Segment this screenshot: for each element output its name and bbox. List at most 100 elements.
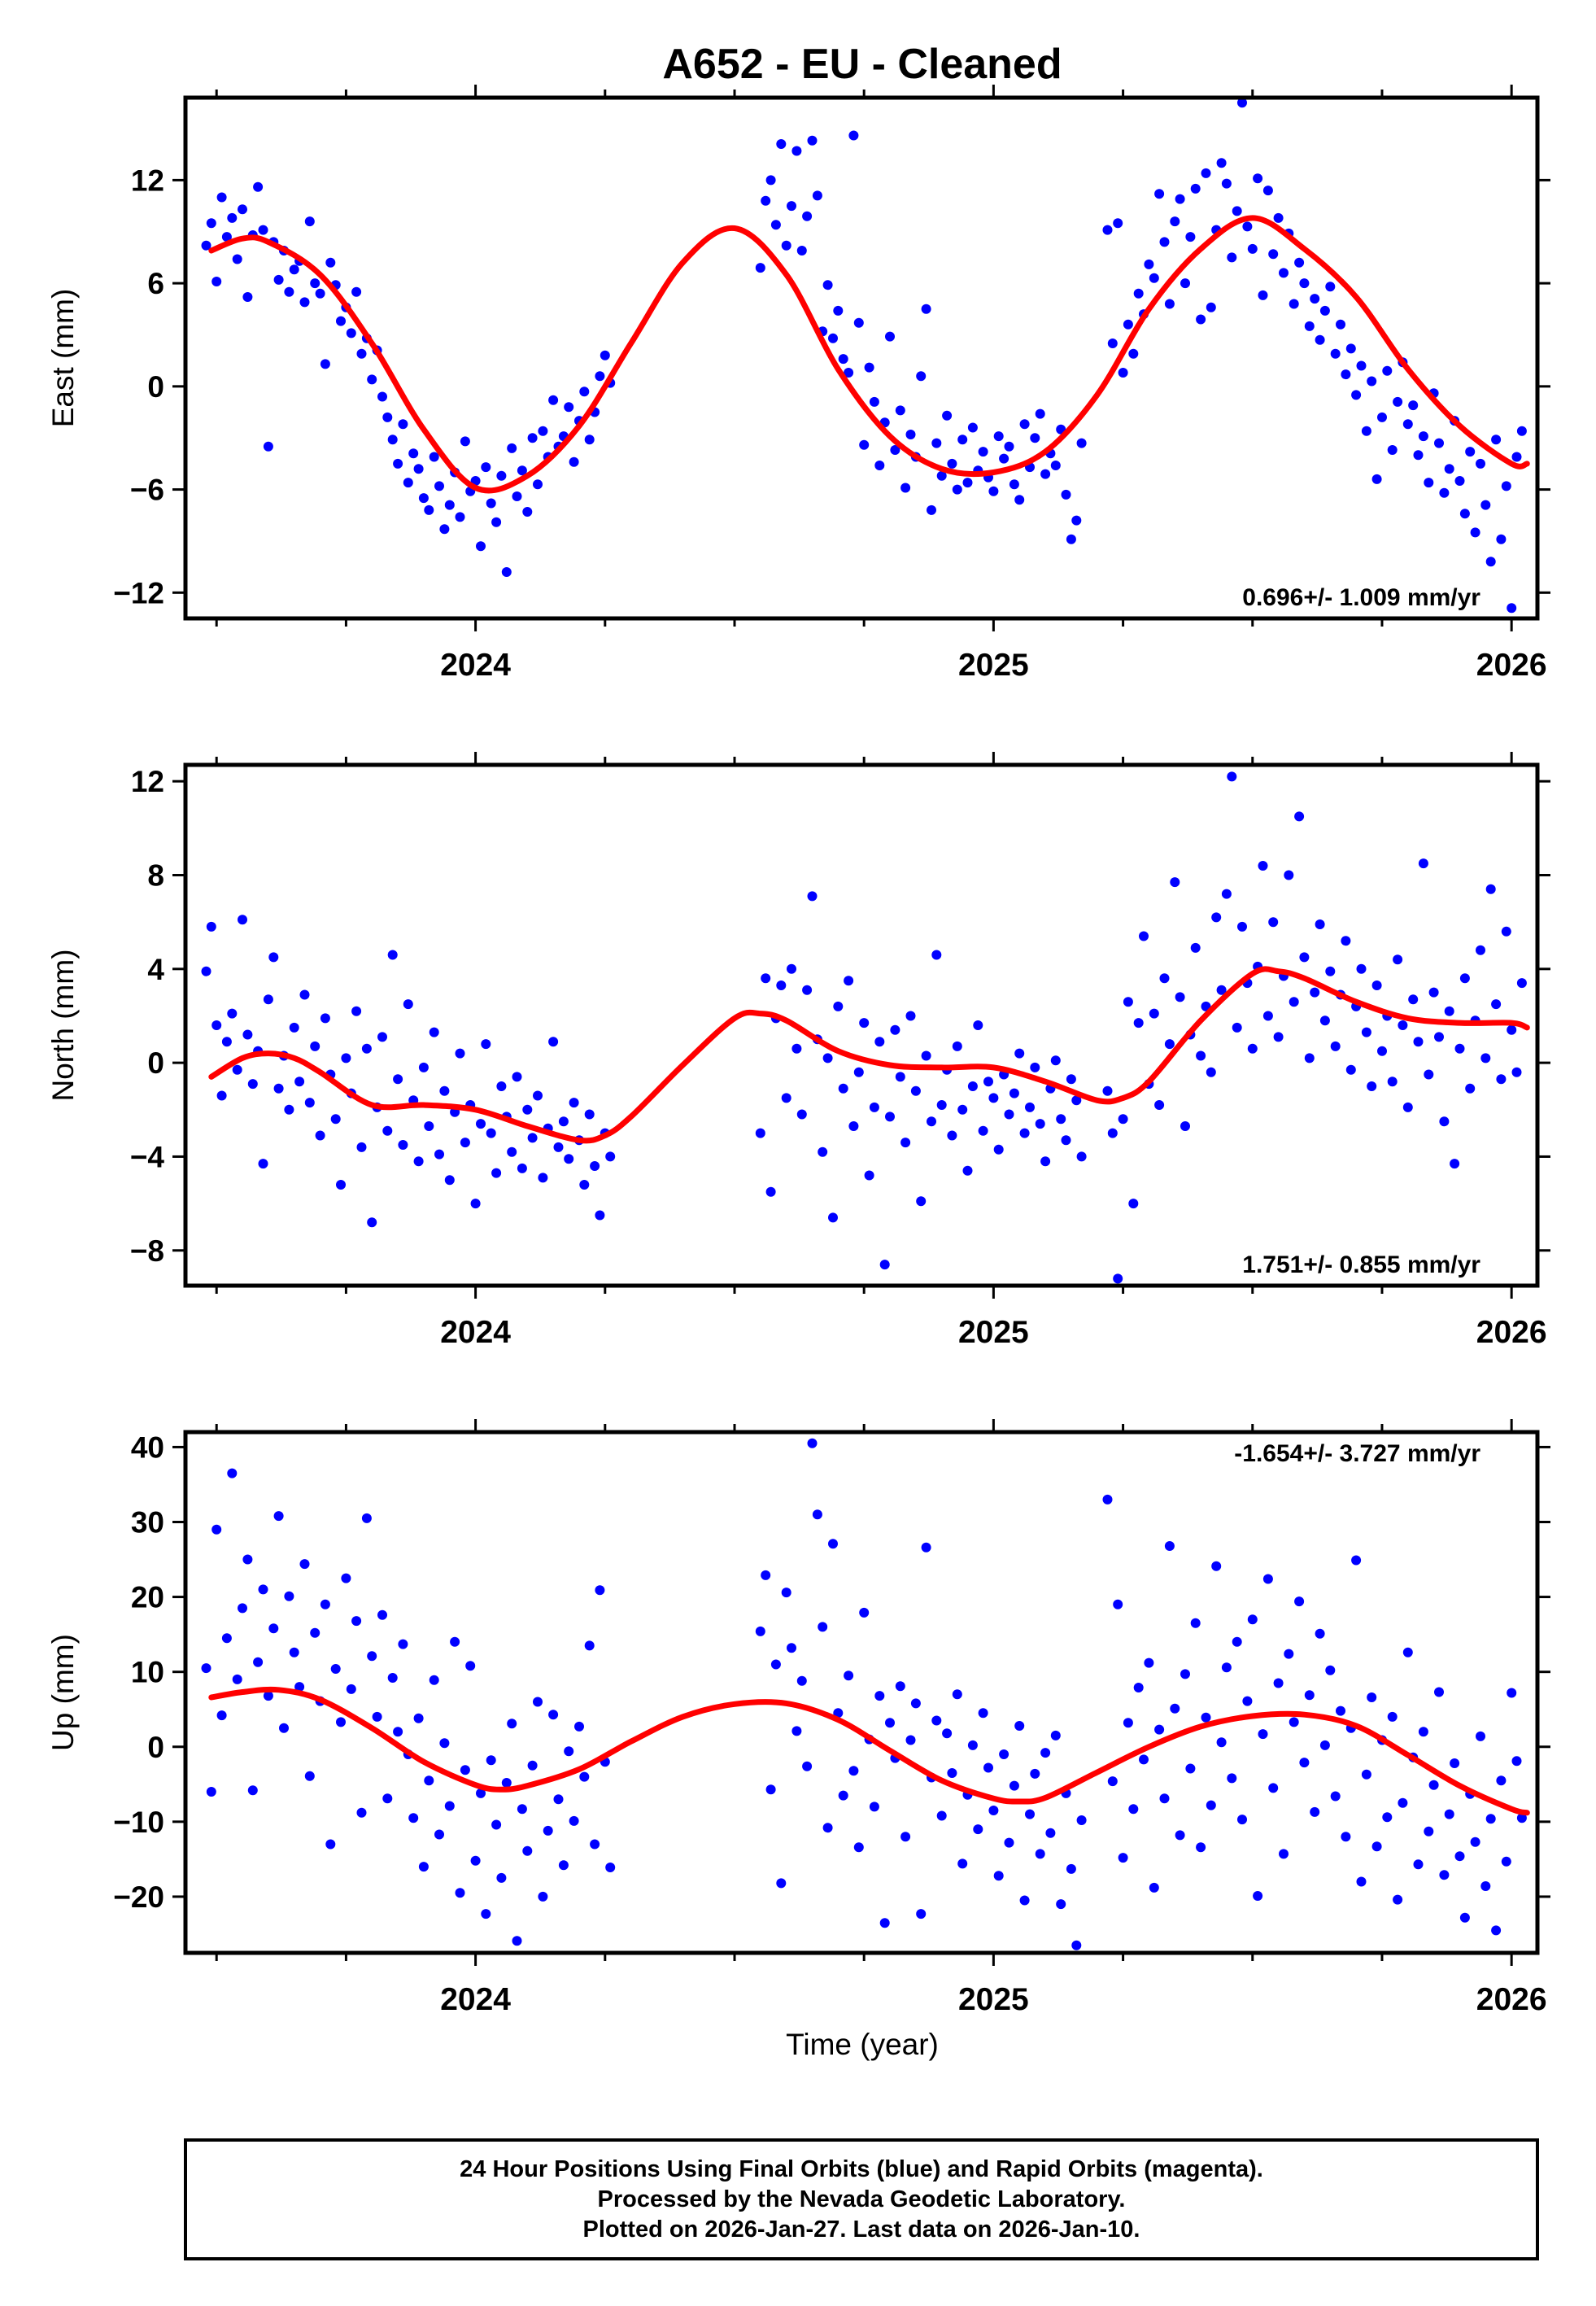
north-data-point	[1393, 954, 1403, 965]
east-data-point	[564, 402, 574, 413]
east-data-point	[1367, 376, 1377, 387]
north-data-point	[787, 963, 796, 974]
up-data-point	[434, 1829, 444, 1840]
east-data-point	[833, 305, 844, 316]
north-data-point	[1476, 945, 1485, 955]
footer-line-1: 24 Hour Positions Using Final Orbits (bl…	[460, 2155, 1263, 2182]
up-data-point	[393, 1727, 403, 1737]
east-data-point	[289, 264, 299, 275]
north-data-point	[818, 1146, 828, 1157]
east-data-point	[853, 317, 864, 328]
up-y-tick-label: 40	[131, 1430, 164, 1464]
up-data-point	[796, 1675, 807, 1686]
east-data-point	[595, 371, 605, 382]
north-plot-frame	[183, 762, 1540, 1288]
north-data-point	[299, 989, 310, 1000]
up-fit-line	[208, 1686, 1530, 1816]
north-data-point	[1247, 1043, 1258, 1054]
up-data-point	[1485, 1814, 1496, 1824]
north-data-point	[1325, 966, 1336, 976]
east-rate-label: 0.696+/- 1.009 mm/yr	[1242, 584, 1480, 611]
up-data-point	[1107, 1776, 1118, 1787]
up-data-point	[1014, 1721, 1025, 1731]
east-data-point	[1439, 487, 1450, 498]
east-data-point	[227, 212, 238, 223]
up-data-point	[1304, 1690, 1315, 1701]
east-data-point	[1040, 469, 1051, 479]
east-data-point	[501, 567, 512, 577]
east-data-point	[512, 491, 522, 501]
east-data-point	[253, 181, 264, 192]
up-data-point	[859, 1607, 870, 1618]
up-data-point	[574, 1721, 584, 1732]
north-data-point	[268, 952, 279, 963]
up-data-point	[999, 1749, 1009, 1759]
north-data-point	[1066, 1074, 1076, 1085]
north-data-point	[1402, 1102, 1413, 1112]
up-data-point	[818, 1622, 828, 1632]
east-data-point	[921, 304, 931, 314]
north-data-point	[931, 950, 942, 960]
north-data-point	[1050, 1055, 1061, 1066]
north-data-point	[1516, 978, 1527, 989]
north-data-point	[1164, 1039, 1175, 1050]
north-data-point	[1341, 936, 1351, 946]
up-data-point	[838, 1790, 848, 1801]
east-data-point	[1237, 98, 1247, 108]
footer-line-2: Processed by the Nevada Geodetic Laborat…	[597, 2186, 1126, 2212]
up-y-tick-label: 30	[131, 1506, 164, 1540]
east-data-point	[1262, 186, 1273, 196]
up-data-point	[983, 1762, 993, 1773]
up-data-point	[351, 1616, 362, 1627]
up-data-point	[320, 1599, 330, 1609]
east-data-point	[776, 139, 787, 149]
north-data-point	[1159, 973, 1170, 984]
up-data-point	[1319, 1740, 1330, 1750]
north-data-point	[973, 1020, 983, 1030]
up-data-point	[1066, 1863, 1076, 1874]
up-data-point	[1190, 1618, 1201, 1628]
up-data-point	[221, 1633, 232, 1644]
up-data-point	[1196, 1842, 1206, 1853]
north-data-point	[413, 1156, 424, 1167]
east-data-point	[988, 486, 999, 496]
east-data-point	[1196, 314, 1206, 325]
east-data-point	[460, 436, 470, 447]
east-data-point	[1496, 534, 1507, 544]
north-data-point	[874, 1037, 885, 1047]
up-data-point	[1501, 1856, 1511, 1867]
up-data-point	[1253, 1891, 1263, 1901]
up-data-point	[1315, 1628, 1325, 1639]
east-data-point	[791, 146, 802, 156]
up-data-point	[1206, 1800, 1216, 1810]
up-data-point	[1393, 1894, 1403, 1905]
up-data-point	[330, 1664, 341, 1674]
up-data-point	[1164, 1541, 1175, 1551]
up-data-point	[413, 1713, 424, 1723]
up-data-point	[336, 1717, 346, 1727]
north-data-point	[1175, 992, 1185, 1002]
up-data-point	[1050, 1730, 1061, 1740]
up-data-point	[978, 1708, 988, 1719]
east-data-point	[1232, 206, 1242, 216]
up-data-point	[1310, 1806, 1320, 1817]
east-data-point	[424, 504, 434, 515]
up-data-point	[1516, 1813, 1527, 1823]
east-data-point	[548, 395, 559, 405]
up-data-point	[253, 1657, 264, 1667]
east-data-point	[382, 412, 393, 422]
up-data-point	[895, 1681, 905, 1692]
east-data-point	[1273, 212, 1284, 223]
north-data-point	[1496, 1074, 1507, 1085]
up-x-tick-label: 2024	[440, 1982, 511, 2017]
east-data-point	[1459, 509, 1470, 519]
north-data-point	[1030, 1062, 1040, 1072]
up-data-point	[216, 1710, 227, 1721]
up-data-point	[1294, 1596, 1305, 1607]
up-data-point	[486, 1755, 496, 1766]
east-data-point	[1247, 243, 1258, 254]
north-data-point	[1056, 1114, 1066, 1125]
up-data-point	[387, 1673, 398, 1683]
up-data-point	[517, 1804, 527, 1815]
east-data-point	[1465, 447, 1476, 457]
